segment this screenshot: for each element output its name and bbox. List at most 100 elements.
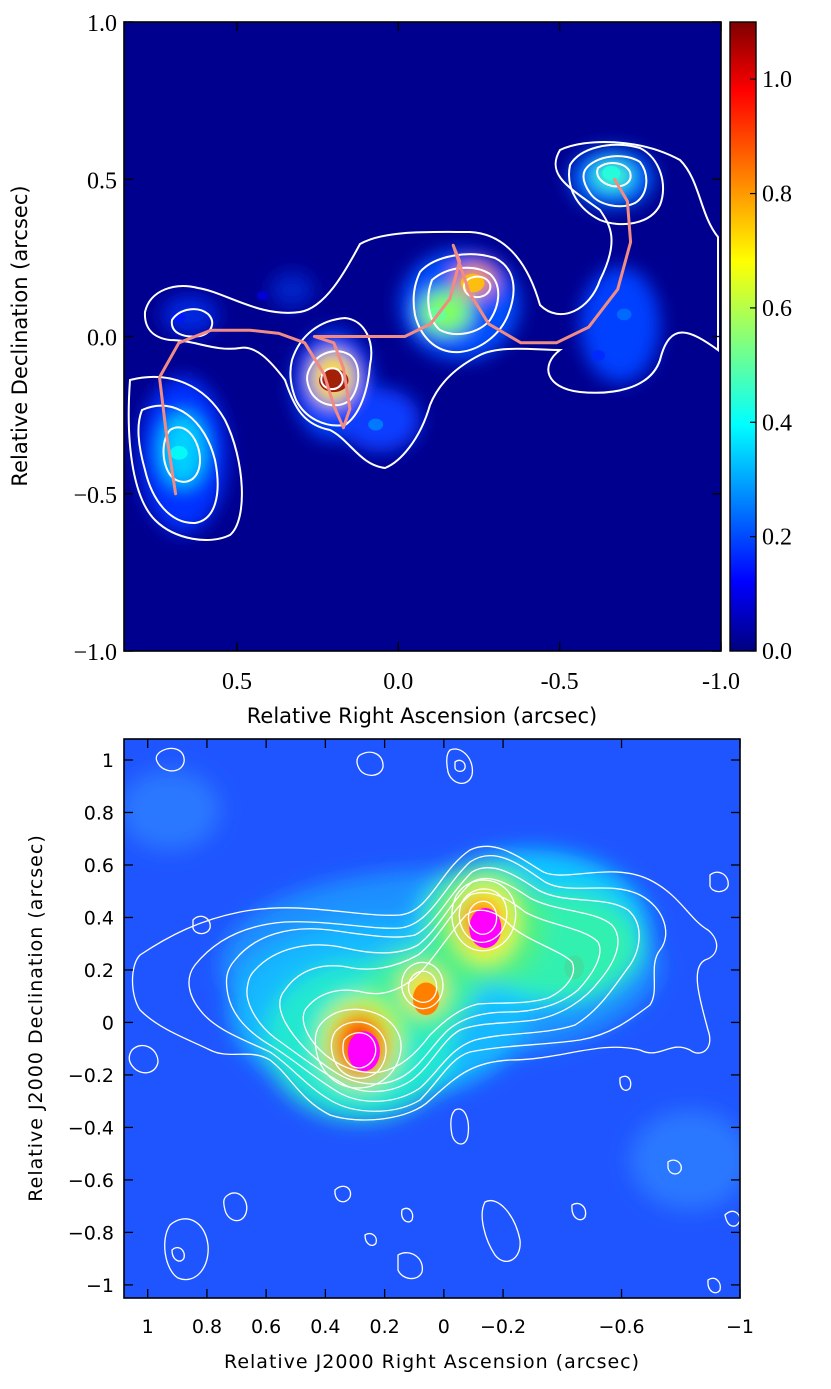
contour-blob-northwest bbox=[170, 308, 214, 338]
colorbar-tick-label: 0.2 bbox=[762, 525, 792, 551]
contour-outer-west bbox=[127, 375, 243, 541]
colorbar-tick-label: 0.4 bbox=[762, 410, 792, 436]
bottom-y-tick-label: −0.6 bbox=[68, 1170, 114, 1192]
contour-isle-9 bbox=[667, 1159, 682, 1175]
bottom-y-tick-label: 0.8 bbox=[84, 802, 114, 824]
top-source-peak bbox=[602, 165, 621, 181]
top-source-peak bbox=[368, 418, 384, 431]
top-source-peak bbox=[170, 445, 188, 460]
contour-mid-northeast bbox=[568, 143, 665, 226]
bottom-y-tick-label: −0.4 bbox=[68, 1117, 114, 1139]
contour-isle-7 bbox=[450, 1108, 470, 1145]
model-track-line bbox=[158, 177, 633, 496]
top-y-tick-label: 0.0 bbox=[87, 326, 117, 352]
bottom-y-tick-label: 1 bbox=[102, 750, 114, 772]
contour-isle-1 bbox=[155, 747, 185, 772]
bottom-x-tick-label: −0.6 bbox=[598, 1316, 644, 1338]
contour-mid-central bbox=[289, 316, 373, 427]
colorbar-tick-label: 0.8 bbox=[762, 182, 792, 208]
contour-core-sw bbox=[342, 1032, 377, 1069]
colorbar-ticks: 1.0 0.8 0.6 0.4 0.2 0.0 bbox=[750, 67, 792, 665]
contour-level-7 bbox=[314, 1008, 402, 1089]
contour-core-north bbox=[463, 275, 492, 299]
contour-isle-13 bbox=[571, 1202, 587, 1221]
contour-isle-12 bbox=[401, 1207, 414, 1223]
contour-isle-5 bbox=[192, 915, 211, 935]
contour-ring-mid bbox=[401, 961, 444, 1010]
colorbar bbox=[729, 21, 757, 652]
contour-isle-19 bbox=[724, 1210, 740, 1227]
contour-ring-ne bbox=[458, 888, 508, 943]
contour-core-central bbox=[320, 367, 344, 391]
bottom-x-tick-label: 0.8 bbox=[192, 1316, 222, 1338]
colorbar-tick-label: 0.6 bbox=[762, 296, 792, 322]
contour-isle-11 bbox=[223, 1192, 248, 1222]
bottom-x-tick-label: 0.6 bbox=[251, 1316, 281, 1338]
top-y-tick-label: 1.0 bbox=[87, 11, 117, 37]
bottom-x-tick-label: −1 bbox=[726, 1316, 754, 1338]
contour-isle-17 bbox=[397, 1252, 423, 1280]
bottom-x-tick-label: 0.2 bbox=[370, 1316, 400, 1338]
bottom-contours bbox=[128, 747, 740, 1294]
top-x-axis-label: Relative Right Ascension (arcsec) bbox=[247, 704, 597, 728]
bottom-source-peak bbox=[469, 907, 502, 948]
bottom-y-tick-label: 0 bbox=[102, 1012, 114, 1034]
bottom-x-ticks: 1 0.8 0.6 0.4 0.2 0 −0.2 −0.6 −1 bbox=[142, 739, 754, 1338]
bottom-y-tick-label: −0.8 bbox=[68, 1222, 114, 1244]
contour-isle-8 bbox=[619, 1075, 632, 1091]
top-x-tick-label: 0.0 bbox=[383, 669, 413, 695]
bottom-panel: 1 0.8 0.6 0.4 0.2 0 −0.2 −0.6 −1 1 0.8 0.6 0.4 0.2 0 −… bbox=[25, 738, 754, 1373]
top-x-tick-label: 0.5 bbox=[222, 669, 252, 695]
contour-core-mid bbox=[407, 970, 438, 1003]
contour-isle-4 bbox=[454, 759, 466, 773]
top-panel: 0.5 0.0 -0.5 -1.0 1.0 0.5 0.0 −0.5 −1.0 Relativ… bbox=[8, 11, 792, 728]
contour-isle-21 bbox=[128, 1045, 159, 1074]
contour-level-3 bbox=[225, 867, 640, 1102]
contour-level-5 bbox=[279, 892, 601, 1085]
contour-inner-northeast bbox=[582, 155, 648, 208]
top-source-peak bbox=[616, 308, 632, 321]
contour-outer-central bbox=[143, 140, 719, 470]
bottom-y-tick-label: 0.6 bbox=[84, 855, 114, 877]
contour-mid-west bbox=[137, 404, 219, 525]
bottom-x-tick-label: 1 bbox=[142, 1316, 154, 1338]
top-source-peak bbox=[591, 350, 605, 361]
contour-level-4 bbox=[246, 877, 619, 1093]
bottom-x-axis-label: Relative J2000 Right Ascension (arcsec) bbox=[224, 1351, 640, 1373]
contour-isle-16 bbox=[171, 1246, 185, 1262]
contour-isle-6 bbox=[709, 871, 729, 893]
top-source-peak bbox=[256, 290, 269, 301]
contour-core-northeast bbox=[596, 162, 632, 188]
bottom-source-peak bbox=[412, 982, 440, 1016]
contour-core-ne bbox=[467, 900, 498, 935]
contour-inner-west bbox=[162, 426, 202, 483]
bottom-y-tick-label: 0.4 bbox=[84, 907, 114, 929]
colorbar-tick-label: 1.0 bbox=[762, 67, 792, 93]
contour-isle-20 bbox=[707, 1277, 721, 1294]
top-y-ticks: 1.0 0.5 0.0 −0.5 −1.0 bbox=[73, 11, 721, 666]
contour-isle-15 bbox=[164, 1218, 209, 1281]
contour-ring-ne-2 bbox=[451, 879, 517, 952]
contour-level-1 bbox=[131, 845, 718, 1121]
contour-isle-2 bbox=[356, 751, 384, 776]
bottom-y-tick-label: −1 bbox=[86, 1275, 114, 1297]
top-y-tick-label: 0.5 bbox=[87, 168, 117, 194]
top-x-tick-label: -0.5 bbox=[541, 669, 579, 695]
contour-level-8 bbox=[330, 1021, 387, 1079]
top-x-tick-label: -1.0 bbox=[702, 669, 740, 695]
bottom-x-tick-label: 0 bbox=[438, 1316, 450, 1338]
bottom-y-ticks: 1 0.8 0.6 0.4 0.2 0 −0.2 −0.4 −0.6 −0.8 −1 bbox=[68, 750, 740, 1297]
bottom-x-tick-label: −0.2 bbox=[480, 1316, 526, 1338]
contour-level-2 bbox=[188, 854, 667, 1112]
top-source-markers bbox=[170, 165, 632, 460]
bottom-plot-frame bbox=[123, 738, 741, 1299]
bottom-x-tick-label: 0.4 bbox=[310, 1316, 340, 1338]
bottom-y-axis-label: Relative J2000 Declination (arcsec) bbox=[25, 834, 47, 1201]
contour-isle-14 bbox=[481, 1199, 521, 1262]
bottom-y-tick-label: −0.2 bbox=[68, 1065, 114, 1087]
contour-mid-north bbox=[412, 253, 515, 354]
colorbar-tick-label: 0.0 bbox=[762, 639, 792, 665]
bottom-source-peak bbox=[564, 955, 584, 980]
top-y-tick-label: −1.0 bbox=[73, 640, 117, 666]
contour-isle-3 bbox=[446, 748, 474, 784]
